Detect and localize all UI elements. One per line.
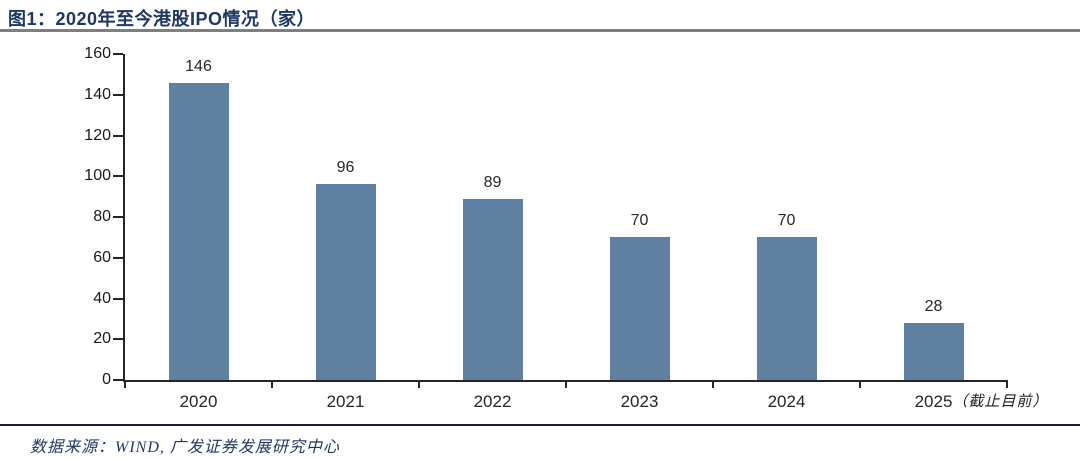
- y-axis-tick-label: 40: [93, 289, 111, 307]
- x-axis-category-label: 2023: [620, 392, 659, 411]
- x-axis-tick: [859, 380, 861, 388]
- x-axis-tick: [712, 380, 714, 388]
- bar: [315, 184, 376, 380]
- bar: [168, 82, 229, 380]
- x-axis-tick: [124, 380, 126, 388]
- x-axis-tick: [418, 380, 420, 388]
- y-axis-tick: [113, 93, 123, 96]
- y-axis-tick-label: 160: [84, 45, 111, 62]
- bottom-divider: [0, 424, 1080, 426]
- plot-area: 0 20 40 60 80 100 120 140 160 146 2020 96 2021 89 2022…: [84, 45, 1047, 411]
- x-axis-tick: [565, 380, 567, 388]
- x-axis-category-label: 2020: [179, 392, 218, 411]
- y-axis-tick: [113, 297, 123, 300]
- y-axis-tick-label: 80: [93, 208, 111, 225]
- figure-title: 图1：2020年至今港股IPO情况（家）: [8, 9, 316, 29]
- y-axis-tick: [113, 338, 123, 341]
- x-axis-category-label: 2021: [326, 392, 365, 411]
- y-axis-tick: [113, 379, 123, 381]
- x-axis-tick: [271, 380, 273, 388]
- y-axis-tick: [113, 53, 123, 55]
- x-axis-tick: [1006, 380, 1008, 388]
- data-source-note: 数据来源：WIND, 广发证券发展研究中心: [30, 439, 340, 456]
- y-axis-tick-label: 20: [93, 330, 111, 348]
- top-divider: [0, 29, 1080, 32]
- x-axis-category-label: 2022: [473, 392, 512, 411]
- bar-value-label: 70: [777, 212, 796, 230]
- y-axis-tick-label: 100: [84, 167, 111, 185]
- bar-value-label: 28: [924, 297, 943, 315]
- y-axis-tick-label: 0: [102, 371, 111, 388]
- y-axis-tick: [113, 134, 123, 137]
- y-axis-tick: [113, 175, 123, 178]
- y-axis-tick-label: 60: [93, 248, 111, 266]
- x-axis-category-label: 2025 （截止目前）: [914, 392, 1049, 411]
- y-axis-tick: [113, 216, 123, 218]
- bar-value-label: 146: [185, 57, 212, 75]
- bar-value-label: 96: [336, 159, 355, 177]
- bar: [462, 198, 523, 380]
- y-axis-tick-label: 120: [84, 126, 111, 144]
- bar-value-label: 89: [483, 173, 502, 191]
- x-axis-category-label: 2024: [767, 392, 806, 411]
- y-axis-tick: [113, 256, 123, 259]
- bar: [609, 237, 670, 380]
- y-axis-tick-label: 140: [84, 85, 111, 103]
- bar-value-label: 70: [630, 212, 649, 230]
- bar: [903, 322, 964, 380]
- bar: [756, 237, 817, 380]
- x-axis-label-suffix: （截止目前）: [952, 394, 1049, 410]
